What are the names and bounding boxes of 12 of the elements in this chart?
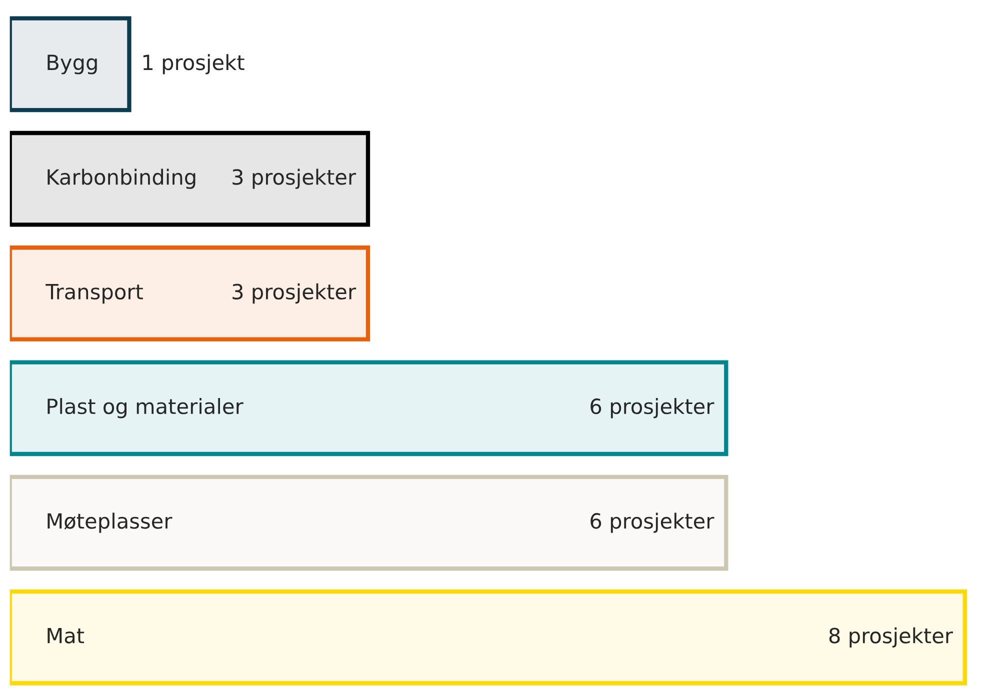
y-tick-label: Mat [48,628,84,644]
y-tick-label: Karbonbinding [48,168,196,189]
y-tick-label: Transport [46,284,143,304]
y-tick-label: Bygg [48,54,97,74]
data-label: 6 prosjekter [590,512,714,533]
data-label: 3 prosjekter [232,283,356,304]
data-label: 8 prosjekter [829,627,953,648]
y-tick-label: Møteplasser [48,512,172,533]
data-label: 3 prosjekter [232,168,356,189]
y-tick-label: Plast og materialer [48,398,244,418]
data-label: 6 prosjekter [590,398,714,418]
data-label: 1 prosjekt [143,54,244,74]
